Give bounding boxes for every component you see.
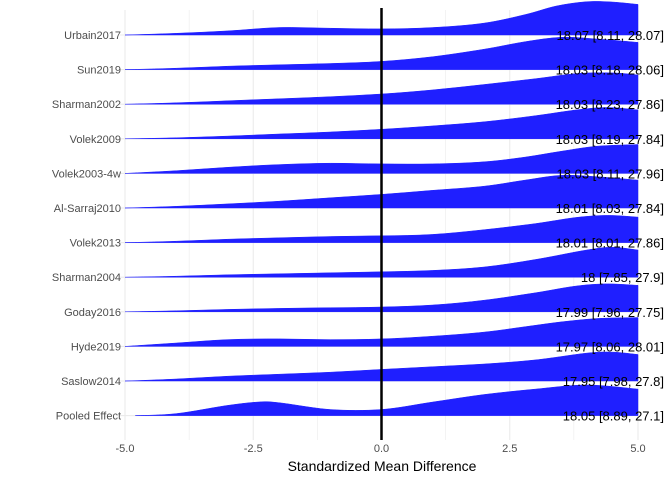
effect-labels: 18.07 [8.11, 28.07] 18.03 [8.18, 28.06] 18… [556, 28, 664, 424]
effect-label: 18.03 [8.11, 27.96] [557, 166, 664, 181]
effect-label: 17.97 [8.06, 28.01] [556, 339, 664, 354]
study-label: Sun2019 [77, 65, 121, 77]
x-tick-label: 0.0 [374, 443, 389, 455]
density-ridge [124, 317, 639, 347]
density-ridge [124, 107, 639, 140]
x-tick-label: 2.5 [502, 443, 517, 455]
study-label: Sharman2004 [52, 272, 121, 284]
study-label: Urbain2017 [64, 30, 121, 42]
effect-label: 18.03 [8.19, 27.84] [556, 132, 664, 147]
density-ridge [124, 283, 639, 313]
density-ridge [124, 1, 639, 36]
study-label: Volek2009 [70, 134, 121, 146]
density-ridge [124, 36, 639, 70]
density-ridges [124, 1, 639, 416]
x-axis-title: Standardized Mean Difference [288, 458, 477, 474]
density-ridge [124, 144, 639, 174]
x-axis-ticks: -5.0 -2.5 0.0 2.5 5.0 [116, 443, 646, 455]
density-ridge [124, 72, 639, 105]
study-label: Sharman2002 [52, 99, 121, 111]
study-label: Al-Sarraj2010 [54, 203, 121, 215]
study-label: Volek2013 [70, 238, 121, 250]
effect-label: 18.05 [8.89, 27.1] [563, 409, 664, 424]
effect-label: 17.95 [7.98, 27.8] [563, 374, 664, 389]
study-labels: Urbain2017 Sun2019 Sharman2002 Volek2009 Vol… [52, 30, 121, 423]
effect-label: 18 [7.85, 27.9] [581, 270, 664, 285]
x-tick-label: -5.0 [116, 443, 135, 455]
density-ridge [124, 351, 639, 382]
effect-label: 17.99 [7.96, 27.75] [556, 305, 664, 320]
study-label: Pooled Effect [56, 411, 121, 423]
x-tick-label: -2.5 [244, 443, 263, 455]
density-ridge [124, 215, 639, 243]
study-label: Goday2016 [64, 307, 121, 319]
effect-label: 18.07 [8.11, 28.07] [557, 28, 664, 43]
study-label: Saslow2014 [61, 376, 121, 388]
effect-label: 18.03 [8.18, 28.06] [556, 63, 664, 78]
density-ridge [124, 174, 639, 209]
effect-label: 18.01 [8.03, 27.84] [556, 201, 664, 216]
study-label: Hyde2019 [71, 341, 121, 353]
effect-label: 18.03 [8.23, 27.86] [556, 97, 664, 112]
density-ridge [135, 384, 639, 416]
density-ridge [124, 247, 639, 278]
effect-label: 18.01 [8.01, 27.86] [556, 236, 664, 251]
study-label: Volek2003-4w [52, 168, 121, 180]
x-tick-label: 5.0 [630, 443, 645, 455]
